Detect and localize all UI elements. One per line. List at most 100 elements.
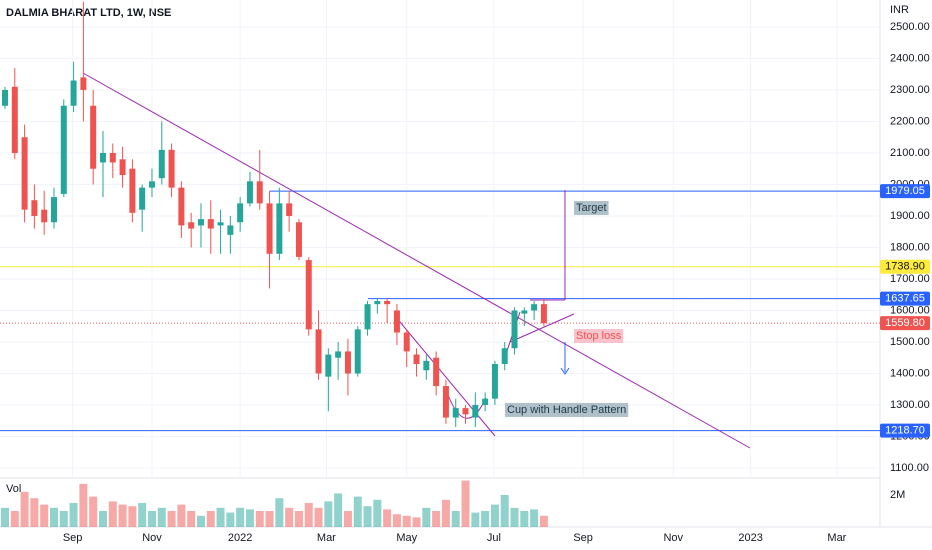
candle-body [197, 219, 204, 226]
volume-bar [481, 511, 490, 527]
candle-body [207, 219, 214, 229]
candle-body [129, 168, 136, 213]
candle-body [501, 348, 508, 365]
x-tick-label: Nov [663, 532, 683, 544]
volume-bar [40, 504, 49, 527]
price-label: 1637.65 [885, 293, 925, 305]
candle-body [21, 137, 28, 210]
candle-body [452, 408, 459, 418]
y-tick-label: 1100.00 [890, 462, 929, 474]
trend-line [82, 72, 751, 449]
candle-body [50, 197, 57, 223]
volume-bar [422, 507, 431, 527]
volume-bar [177, 504, 186, 527]
volume-bar [138, 503, 147, 527]
x-tick-label: 2023 [738, 532, 762, 544]
volume-bar [441, 499, 450, 527]
x-tick-label: May [396, 532, 417, 544]
candle-body [531, 304, 538, 311]
candle-body [344, 351, 351, 374]
volume-bar [324, 501, 333, 527]
x-tick-label: 2022 [228, 532, 252, 544]
chart-title: DALMIA BHARAT LTD, 1W, NSE [6, 7, 171, 19]
candle-body [237, 203, 244, 223]
volume-bar [530, 509, 539, 527]
candle-body [266, 203, 273, 254]
candle-body [148, 181, 155, 188]
volume-bar [157, 507, 166, 527]
volume-bar [108, 501, 117, 527]
volume-bar [500, 495, 509, 527]
y-tick-label: 1600.00 [890, 304, 930, 316]
volume-label: Vol [6, 483, 21, 495]
candle-body [315, 329, 322, 374]
price-label-box [880, 259, 930, 274]
candle-body [188, 222, 195, 229]
annotation: Target [576, 202, 607, 214]
volume-bar [304, 503, 313, 527]
candle-body [227, 225, 234, 235]
candle-body [354, 329, 361, 374]
currency-label: INR [890, 4, 909, 16]
volume-bar [10, 511, 19, 527]
price-label-box [880, 316, 930, 331]
volume-bar [343, 511, 352, 527]
candle-body [276, 203, 283, 254]
volume-bar [373, 499, 382, 527]
volume-bar [167, 511, 176, 527]
volume-bar [206, 511, 215, 527]
candle-body [139, 187, 146, 210]
x-tick-label: Mar [827, 532, 846, 544]
candle-body [60, 105, 67, 194]
annotation: Stop loss [576, 330, 622, 342]
y-tick-label: 1900.00 [890, 210, 930, 222]
candle-body [1, 89, 8, 106]
price-label: 1738.90 [885, 261, 925, 273]
candle-body [99, 152, 106, 163]
candle-body [217, 222, 224, 226]
volume-bar [245, 509, 254, 527]
y-tick-label: 1400.00 [890, 367, 930, 379]
volume-bar [69, 503, 78, 527]
candle-body [80, 77, 87, 90]
candle-body [305, 260, 312, 330]
candle-body [325, 354, 332, 377]
candle-body [384, 301, 391, 305]
x-tick-label: Sep [63, 532, 83, 544]
volume-bar [383, 509, 392, 527]
y-tick-label: 1500.00 [890, 336, 930, 348]
candle-body [70, 80, 77, 106]
volume-bar [412, 517, 421, 527]
volume-bar [236, 507, 245, 527]
volume-bar [187, 511, 196, 527]
candle-body [335, 351, 342, 358]
volume-bar [392, 514, 401, 527]
volume-bar [147, 511, 156, 527]
volume-bar [20, 491, 29, 527]
candle-body [168, 149, 175, 188]
candle-body [511, 310, 518, 349]
volume-bar [226, 512, 235, 527]
y-tick-label: 2500.00 [890, 21, 930, 33]
candle-body [393, 310, 400, 333]
volume-bar [432, 511, 441, 527]
candle-body [364, 304, 371, 330]
volume-bar [196, 515, 205, 527]
candle-body [482, 398, 489, 405]
candle-body [295, 222, 302, 257]
price-label: 1559.80 [885, 317, 925, 329]
annotation-box [574, 201, 609, 215]
volume-bar [520, 511, 529, 527]
y-tick-label: 1700.00 [890, 273, 930, 285]
price-label: 1979.05 [885, 185, 925, 197]
volume-bar [255, 511, 264, 527]
volume-bar [285, 507, 294, 527]
candle-body [374, 301, 381, 305]
annotation-box [574, 329, 624, 343]
candle-body [256, 181, 263, 204]
volume-bar [265, 511, 274, 527]
x-tick-label: Mar [317, 532, 336, 544]
volume-bar [353, 496, 362, 527]
candle-body [540, 304, 547, 324]
